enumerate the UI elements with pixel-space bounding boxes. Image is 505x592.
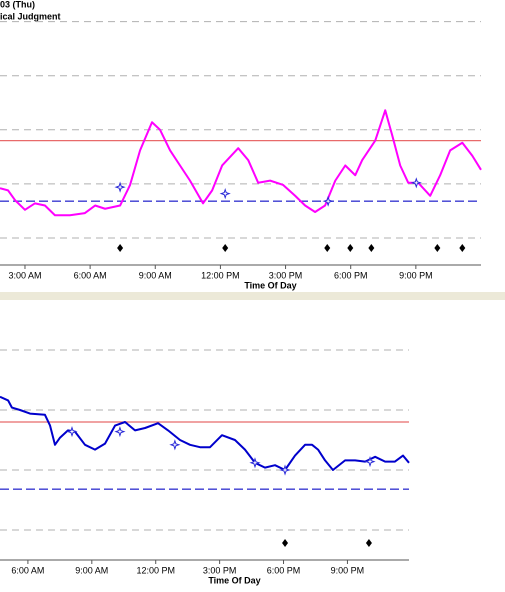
event-marker xyxy=(368,244,375,252)
fingerstick-marker xyxy=(169,439,181,451)
fingerstick-marker xyxy=(114,181,126,193)
x-tick-label: 9:00 PM xyxy=(399,270,433,280)
x-tick-label: 6:00 PM xyxy=(334,270,368,280)
x-tick-label: 3:00 PM xyxy=(269,270,303,280)
fingerstick-marker xyxy=(66,426,78,438)
glucose-line xyxy=(0,109,482,217)
fingerstick-marker xyxy=(249,457,261,469)
event-marker xyxy=(117,244,124,252)
x-axis-label: Time Of Day xyxy=(208,575,260,585)
event-marker xyxy=(222,244,229,252)
event-marker xyxy=(324,244,331,252)
panel-separator xyxy=(0,292,505,300)
fingerstick-marker xyxy=(219,188,231,200)
x-tick-label: 12:00 PM xyxy=(201,270,240,280)
x-tick-label: 12:00 PM xyxy=(136,565,175,575)
event-marker xyxy=(365,539,372,547)
x-tick-label: 9:00 AM xyxy=(139,270,172,280)
x-tick-label: 6:00 AM xyxy=(74,270,107,280)
x-tick-label: 3:00 PM xyxy=(203,565,237,575)
event-marker xyxy=(282,539,289,547)
event-marker xyxy=(347,244,354,252)
fingerstick-marker xyxy=(322,195,334,207)
glucose-line xyxy=(0,395,410,471)
x-tick-label: 6:00 PM xyxy=(267,565,301,575)
x-axis-label: Time Of Day xyxy=(244,280,296,290)
chart-subtitle: ical Judgment xyxy=(0,11,61,21)
fingerstick-marker xyxy=(279,464,291,476)
x-tick-label: 9:00 PM xyxy=(331,565,365,575)
fingerstick-marker xyxy=(410,177,422,189)
x-tick-label: 9:00 AM xyxy=(75,565,108,575)
event-marker xyxy=(459,244,466,252)
x-tick-label: 6:00 AM xyxy=(11,565,44,575)
chart-title: 03 (Thu) xyxy=(0,0,35,9)
fingerstick-marker xyxy=(114,426,126,438)
event-marker xyxy=(434,244,441,252)
fingerstick-marker xyxy=(364,456,376,468)
x-tick-label: 3:00 AM xyxy=(8,270,41,280)
